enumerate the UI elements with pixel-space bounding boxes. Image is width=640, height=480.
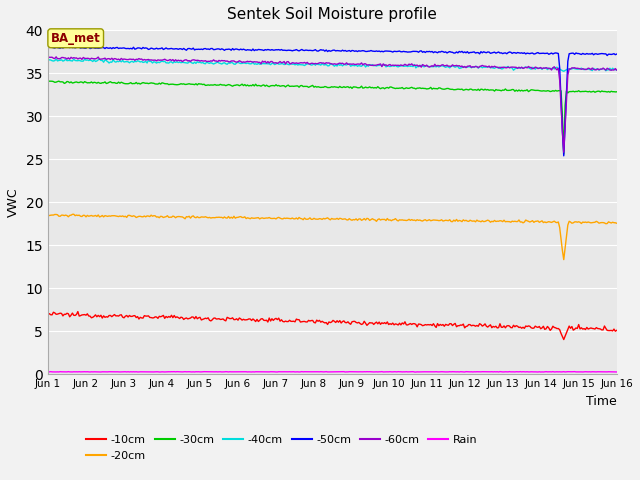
-60cm	[560, 149, 568, 155]
Line: -10cm: -10cm	[48, 312, 617, 339]
-50cm	[44, 44, 52, 49]
-10cm	[236, 315, 243, 321]
-50cm	[513, 50, 520, 56]
-50cm	[613, 51, 621, 57]
-60cm	[236, 58, 243, 64]
-60cm	[300, 60, 307, 66]
-60cm	[326, 60, 334, 66]
Title: Sentek Soil Moisture profile: Sentek Soil Moisture profile	[227, 7, 437, 22]
-40cm	[236, 60, 243, 66]
-20cm	[236, 214, 243, 220]
-60cm	[52, 54, 60, 60]
-10cm	[560, 336, 568, 342]
-60cm	[65, 55, 72, 61]
Rain	[325, 369, 333, 375]
-60cm	[514, 65, 522, 71]
-20cm	[63, 213, 71, 218]
-40cm	[300, 62, 307, 68]
-20cm	[613, 220, 621, 226]
-30cm	[55, 78, 63, 84]
Line: -40cm: -40cm	[48, 59, 617, 72]
-40cm	[63, 58, 71, 63]
Rain	[496, 369, 504, 374]
Y-axis label: VWC: VWC	[7, 187, 20, 217]
-10cm	[613, 327, 621, 333]
-50cm	[298, 47, 306, 52]
-50cm	[590, 52, 598, 58]
Line: -30cm: -30cm	[48, 81, 617, 154]
Line: -60cm: -60cm	[48, 57, 617, 152]
-20cm	[560, 257, 568, 263]
-30cm	[514, 88, 522, 94]
-10cm	[74, 309, 82, 314]
-40cm	[613, 67, 621, 73]
-20cm	[514, 218, 522, 224]
-30cm	[326, 84, 334, 90]
Text: BA_met: BA_met	[51, 32, 100, 45]
-50cm	[63, 44, 71, 49]
-10cm	[326, 320, 334, 325]
-20cm	[591, 219, 599, 225]
Rain	[44, 369, 52, 374]
-20cm	[44, 213, 52, 218]
-50cm	[560, 153, 568, 159]
-40cm	[591, 67, 599, 72]
Legend: -10cm, -20cm, -30cm, -40cm, -50cm, -60cm, Rain: -10cm, -20cm, -30cm, -40cm, -50cm, -60cm…	[82, 431, 482, 465]
-20cm	[300, 217, 307, 223]
Rain	[515, 369, 523, 375]
-30cm	[560, 151, 568, 157]
Rain	[63, 369, 71, 375]
Rain	[613, 369, 621, 375]
X-axis label: Time: Time	[586, 395, 617, 408]
-30cm	[44, 79, 52, 84]
Line: -50cm: -50cm	[48, 47, 617, 156]
-60cm	[613, 67, 621, 73]
Line: -20cm: -20cm	[48, 214, 617, 260]
-50cm	[234, 47, 242, 52]
-10cm	[63, 311, 71, 316]
-60cm	[591, 67, 599, 72]
-30cm	[300, 84, 307, 89]
-40cm	[96, 56, 104, 62]
Rain	[234, 369, 242, 375]
Rain	[298, 369, 306, 374]
-30cm	[613, 89, 621, 95]
-40cm	[326, 61, 334, 67]
-60cm	[44, 55, 52, 60]
Rain	[591, 369, 599, 375]
-40cm	[514, 66, 522, 72]
-40cm	[44, 57, 52, 62]
-20cm	[70, 211, 77, 217]
-10cm	[514, 324, 522, 329]
-50cm	[325, 48, 333, 53]
-30cm	[236, 83, 243, 89]
-30cm	[65, 79, 72, 84]
-10cm	[300, 319, 307, 324]
-10cm	[591, 326, 599, 332]
-10cm	[44, 312, 52, 317]
Rain	[412, 369, 420, 375]
-30cm	[591, 89, 599, 95]
-40cm	[560, 69, 568, 74]
-20cm	[326, 217, 334, 223]
